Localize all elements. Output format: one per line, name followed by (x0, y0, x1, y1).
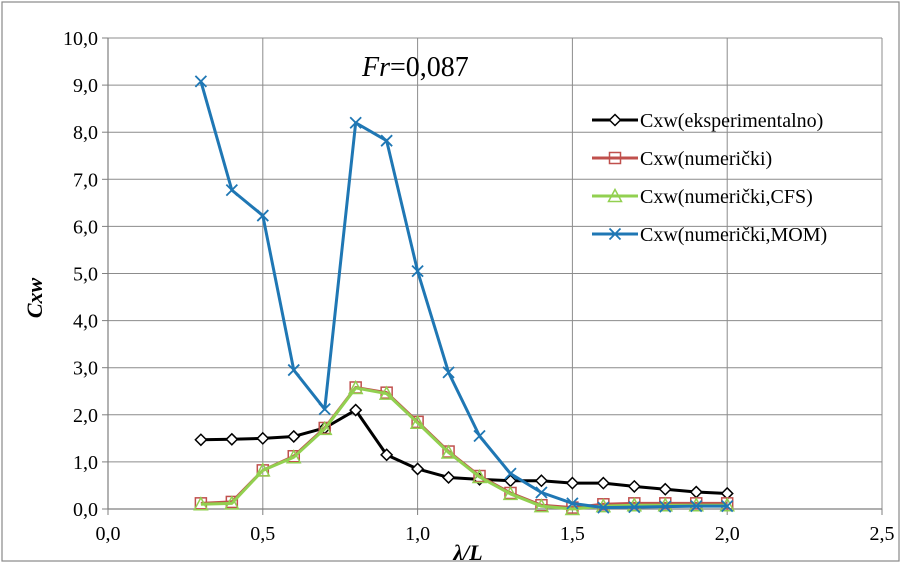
fr-annotation: Fr=0,087 (361, 52, 469, 83)
y-tick-label: 10,0 (63, 28, 98, 50)
y-tick-label: 2,0 (73, 405, 98, 427)
y-axis-title: Cxw (22, 278, 47, 319)
y-tick-label: 1,0 (73, 452, 98, 474)
x-tick-label: 2,5 (870, 523, 895, 545)
y-tick-label: 6,0 (73, 216, 98, 238)
x-tick-label: 0,0 (96, 523, 121, 545)
y-tick-label: 5,0 (73, 264, 98, 286)
x-tick-label: 2,0 (715, 523, 740, 545)
fr-annotation-italic: Fr (361, 52, 390, 83)
y-tick-label: 8,0 (73, 122, 98, 144)
fr-annotation-value: =0,087 (390, 52, 469, 83)
legend-label: Cxw(numerički) (640, 148, 772, 170)
legend-label: Cxw(numerički,MOM) (640, 224, 827, 246)
legend-label: Cxw(eksperimentalno) (640, 110, 823, 132)
x-axis-title: λ/L (452, 540, 482, 564)
y-tick-label: 0,0 (73, 499, 98, 521)
y-tick-label: 7,0 (73, 169, 98, 191)
x-tick-label: 1,5 (560, 523, 585, 545)
legend-label: Cxw(numerički,CFS) (640, 186, 813, 208)
x-tick-label: 1,0 (405, 523, 430, 545)
y-tick-label: 4,0 (73, 311, 98, 333)
y-tick-label: 3,0 (73, 358, 98, 380)
y-tick-label: 9,0 (73, 75, 98, 97)
x-tick-label: 0,5 (250, 523, 275, 545)
